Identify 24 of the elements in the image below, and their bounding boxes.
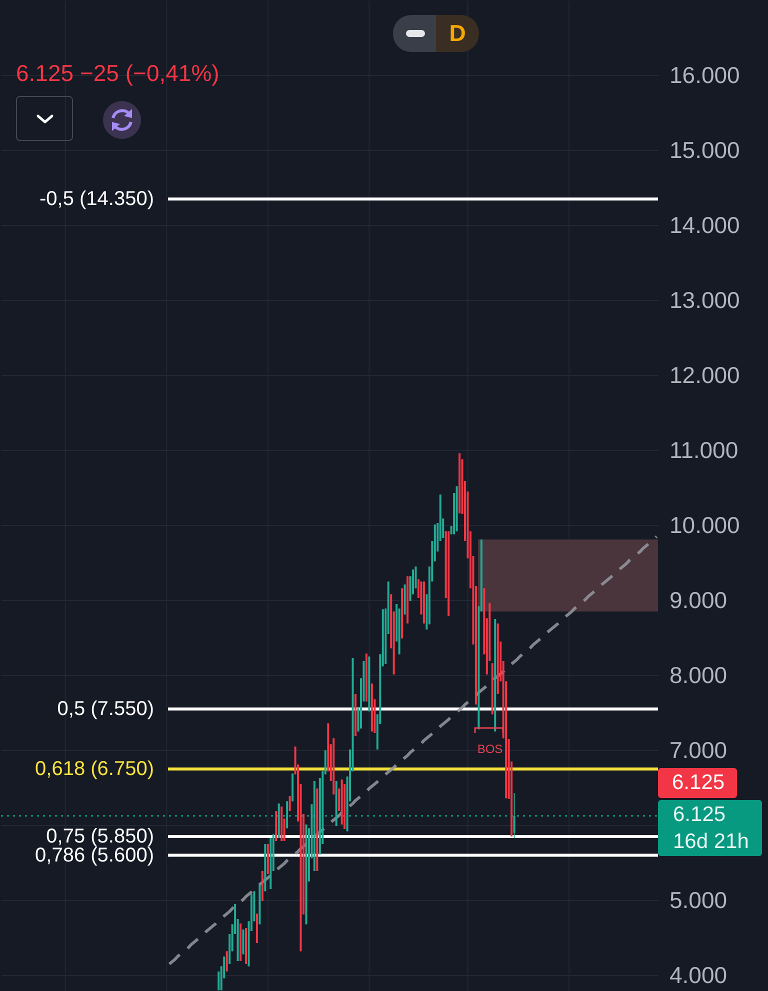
y-tick-label: 15.000 <box>670 136 740 163</box>
y-tick-label: 12.000 <box>670 362 740 388</box>
text: 6.125 −25 (−0,41%) <box>16 59 220 87</box>
ref-line-label: 0,75 (5.850) <box>46 826 154 848</box>
annotation: D <box>436 15 479 52</box>
ref-line-label: -0,5 (14.350) <box>39 188 154 210</box>
candlestick <box>288 796 291 811</box>
candlestick <box>513 792 516 838</box>
y-tick-label: 9.000 <box>670 586 728 613</box>
y-tick-label: 7.000 <box>670 736 728 763</box>
price-tag: 6.125 16d 21h <box>658 800 762 856</box>
y-tick-label: 4.000 <box>670 962 728 988</box>
line-series <box>168 535 658 966</box>
price-tag: 6.125 <box>658 768 737 798</box>
ref-line-label: 0,618 (6.750) <box>35 758 154 780</box>
y-tick-label: 5.000 <box>670 886 728 913</box>
ref-line-label: 0,5 (7.550) <box>57 698 154 720</box>
annotation: BOS <box>476 742 504 756</box>
y-tick-label: 8.000 <box>670 662 728 688</box>
y-tick-label: 13.000 <box>670 286 740 313</box>
y-tick-label: 11.000 <box>670 436 738 463</box>
y-tick-label: 16.000 <box>670 62 740 88</box>
y-tick-label: 14.000 <box>670 212 740 238</box>
y-tick-label: 10.000 <box>670 512 740 538</box>
